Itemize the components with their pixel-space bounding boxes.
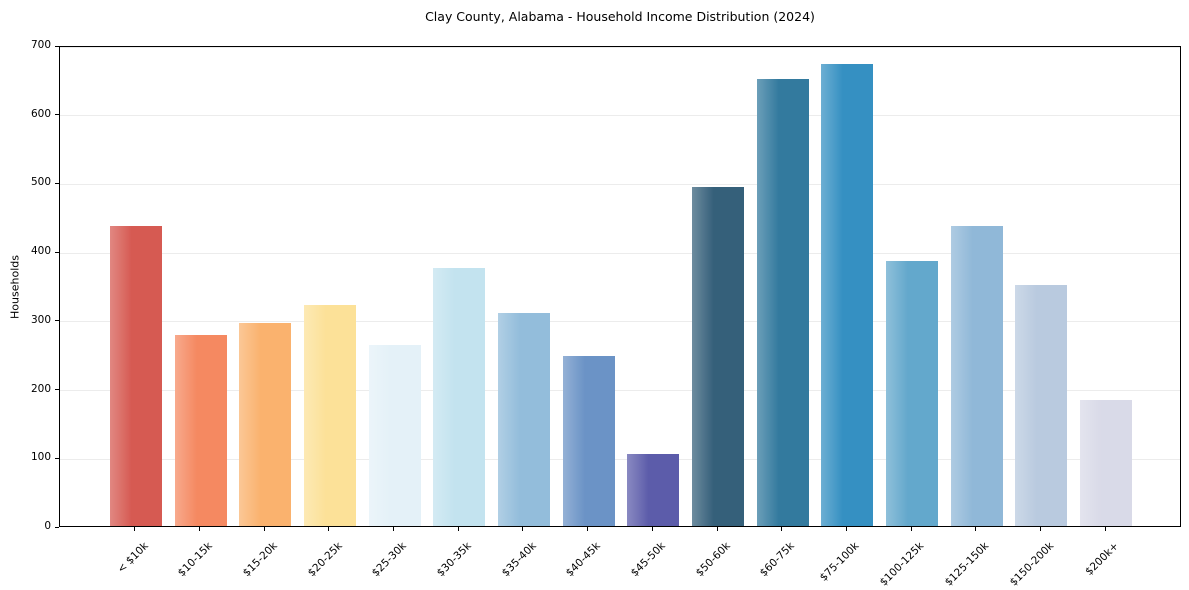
bar-$40-45k	[562, 355, 615, 526]
x-tick-mark	[975, 527, 977, 531]
x-tick-mark	[651, 527, 653, 531]
y-tick-mark	[55, 182, 59, 184]
bar-$200k+	[1080, 400, 1133, 526]
bar-$60-75k	[756, 78, 809, 526]
gridline-300	[60, 321, 1180, 323]
bar-$30-35k	[433, 267, 486, 526]
gridline-200	[60, 390, 1180, 392]
y-tick-label: 100	[30, 451, 51, 464]
bar-$15-20k	[239, 323, 292, 526]
x-tick-mark	[845, 527, 847, 531]
y-tick-mark	[55, 320, 59, 322]
x-tick-mark	[134, 527, 136, 531]
bar-$35-40k	[497, 313, 550, 526]
y-tick-mark	[55, 251, 59, 253]
bar-$50-60k	[692, 187, 745, 526]
x-tick-mark	[457, 527, 459, 531]
gridline-700	[60, 46, 1180, 48]
x-tick-mark	[328, 527, 330, 531]
bar-$150-200k	[1015, 284, 1068, 526]
x-tick-mark	[716, 527, 718, 531]
y-tick-label: 700	[30, 39, 51, 51]
bar-$10-15k	[174, 334, 227, 526]
y-tick-label: 400	[30, 245, 51, 258]
bar-$25-30k	[368, 345, 421, 526]
gridline-600	[60, 115, 1180, 117]
bar-$20-25k	[303, 305, 356, 526]
y-tick-mark	[55, 457, 59, 459]
y-tick-label: 0	[44, 520, 51, 532]
gridline-500	[60, 183, 1180, 185]
x-tick-mark	[587, 527, 589, 531]
x-tick-mark	[1039, 527, 1041, 531]
x-tick-label-text: $200k+	[1082, 540, 1121, 578]
y-tick-label: 200	[30, 382, 51, 395]
y-tick-label: 300	[30, 313, 51, 326]
plot-area	[59, 46, 1181, 527]
x-tick-mark	[910, 527, 912, 531]
bar-$100-125k	[886, 261, 939, 526]
y-tick-label: 600	[30, 107, 51, 120]
x-tick-mark	[1104, 527, 1106, 531]
x-tick-mark	[781, 527, 783, 531]
gridline-400	[60, 252, 1180, 254]
x-tick-label-$200k+: $200k+	[958, 534, 1121, 578]
x-tick-mark	[263, 527, 265, 531]
gridline-100	[60, 458, 1180, 460]
x-tick-mark	[393, 527, 395, 531]
bar-$45-50k	[627, 453, 680, 526]
y-tick-mark	[55, 526, 59, 528]
x-tick-mark	[522, 527, 524, 531]
x-tick-mark	[199, 527, 201, 531]
bar-$125-150k	[950, 225, 1003, 526]
y-tick-mark	[55, 389, 59, 391]
bar-$75-100k	[821, 63, 874, 526]
y-tick-label: 500	[30, 176, 51, 189]
y-tick-mark	[55, 114, 59, 116]
chart-title: Clay County, Alabama - Household Income …	[425, 9, 815, 24]
bar-< $10k	[109, 225, 162, 526]
y-tick-mark	[55, 45, 59, 47]
y-axis-label: Households	[8, 255, 22, 319]
